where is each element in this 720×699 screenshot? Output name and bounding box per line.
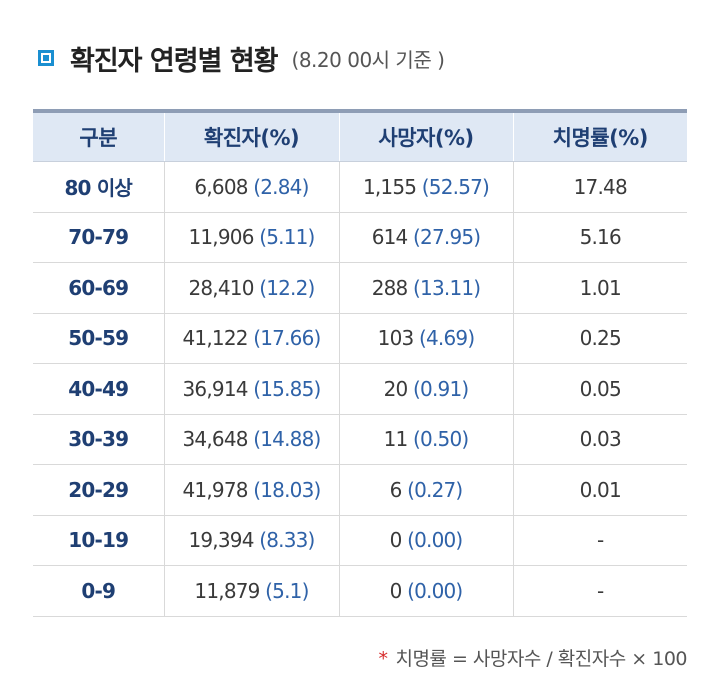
deaths-cell: 1,155 (52.57) [338, 161, 513, 213]
reference-time-note: (8.20 00시 기준 ) [291, 47, 445, 72]
cases-cell: 11,879 (5.1) [163, 565, 339, 617]
table-body: 80 이상 6,608 (2.84) 1,155 (52.57) 17.48 70-79… [33, 161, 687, 617]
deaths-cell: 0 (0.00) [338, 565, 513, 617]
cases-cell: 11,906 (5.11) [163, 212, 339, 263]
deaths-percent: (52.57) [421, 174, 490, 199]
cases-percent: (5.11) [259, 225, 315, 250]
deaths-percent: (4.69) [419, 326, 475, 351]
age-group-cell: 30-39 [33, 414, 164, 465]
table-row: 70-79 11,906 (5.11) 614 (27.95) 5.16 [33, 212, 687, 263]
cases-cell: 41,978 (18.03) [163, 464, 339, 516]
cases-percent: (18.03) [253, 477, 321, 502]
deaths-cell: 288 (13.11) [338, 262, 513, 314]
cases-count: 34,648 [182, 427, 248, 452]
fatality-rate-cell: 17.48 [512, 161, 687, 213]
cases-percent: (12.2) [259, 275, 315, 300]
fatality-rate-cell: 5.16 [512, 212, 687, 263]
age-group-cell: 60-69 [33, 262, 164, 314]
deaths-count: 11 [383, 427, 409, 452]
age-group-cell: 70-79 [33, 212, 164, 263]
table-row: 10-19 19,394 (8.33) 0 (0.00) - [33, 515, 687, 566]
deaths-cell: 6 (0.27) [338, 464, 513, 516]
cases-cell: 41,122 (17.66) [163, 313, 339, 364]
cases-count: 19,394 [188, 528, 254, 553]
age-stats-table: 구분 확진자(%) 사망자(%) 치명률(%) 80 이상 6,608 (2.84… [33, 109, 687, 617]
table-row: 0-9 11,879 (5.1) 0 (0.00) - [33, 565, 687, 617]
header-cases: 확진자(%) [163, 109, 339, 162]
age-group-cell: 80 이상 [33, 161, 164, 213]
table-row: 40-49 36,914 (15.85) 20 (0.91) 0.05 [33, 363, 687, 415]
cases-count: 36,914 [182, 376, 248, 401]
deaths-percent: (0.00) [407, 528, 463, 553]
deaths-cell: 20 (0.91) [338, 363, 513, 415]
cases-count: 11,879 [194, 578, 260, 603]
fatality-rate-cell: 1.01 [512, 262, 687, 314]
deaths-percent: (0.91) [413, 376, 469, 401]
table-row: 60-69 28,410 (12.2) 288 (13.11) 1.01 [33, 262, 687, 314]
deaths-percent: (27.95) [413, 225, 481, 250]
age-group-cell: 10-19 [33, 515, 164, 566]
deaths-percent: (0.50) [413, 427, 469, 452]
fatality-rate-cell: 0.03 [512, 414, 687, 465]
table-row: 50-59 41,122 (17.66) 103 (4.69) 0.25 [33, 313, 687, 364]
deaths-count: 614 [371, 225, 409, 250]
deaths-cell: 0 (0.00) [338, 515, 513, 566]
cases-percent: (17.66) [253, 326, 321, 351]
age-group-cell: 0-9 [33, 565, 164, 617]
fatality-rate-cell: 0.05 [512, 363, 687, 415]
cases-count: 6,608 [194, 174, 248, 199]
cases-cell: 34,648 (14.88) [163, 414, 339, 465]
table-row: 80 이상 6,608 (2.84) 1,155 (52.57) 17.48 [33, 161, 687, 213]
cases-percent: (2.84) [253, 174, 309, 199]
cases-cell: 19,394 (8.33) [163, 515, 339, 566]
table-row: 20-29 41,978 (18.03) 6 (0.27) 0.01 [33, 464, 687, 516]
deaths-percent: (0.00) [407, 578, 463, 603]
deaths-cell: 614 (27.95) [338, 212, 513, 263]
cases-count: 41,122 [182, 326, 248, 351]
footnote-star: * [378, 648, 388, 670]
deaths-percent: (0.27) [407, 477, 463, 502]
cases-cell: 36,914 (15.85) [163, 363, 339, 415]
fatality-rate-cell: 0.25 [512, 313, 687, 364]
deaths-count: 20 [383, 376, 409, 401]
deaths-count: 0 [389, 528, 403, 553]
deaths-percent: (13.11) [413, 275, 481, 300]
deaths-cell: 11 (0.50) [338, 414, 513, 465]
age-group-cell: 40-49 [33, 363, 164, 415]
footnote-text: 치명률 = 사망자수 / 확진자수 × 100 [395, 648, 687, 670]
cases-percent: (8.33) [259, 528, 315, 553]
cases-count: 28,410 [188, 275, 254, 300]
cases-count: 41,978 [182, 477, 248, 502]
page-title: 확진자 연령별 현황 [70, 45, 279, 77]
age-group-cell: 50-59 [33, 313, 164, 364]
deaths-count: 0 [389, 578, 403, 603]
table-header-row: 구분 확진자(%) 사망자(%) 치명률(%) [33, 109, 687, 162]
deaths-count: 1,155 [362, 174, 417, 199]
table-row: 30-39 34,648 (14.88) 11 (0.50) 0.03 [33, 414, 687, 465]
cases-count: 11,906 [188, 225, 254, 250]
deaths-count: 6 [389, 477, 403, 502]
page-title-row: 확진자 연령별 현황 (8.20 00시 기준 ) [38, 36, 445, 80]
cases-cell: 28,410 (12.2) [163, 262, 339, 314]
deaths-count: 103 [377, 326, 415, 351]
cases-percent: (5.1) [265, 578, 309, 603]
deaths-count: 288 [371, 275, 409, 300]
age-group-cell: 20-29 [33, 464, 164, 516]
footnote: * 치명률 = 사망자수 / 확진자수 × 100 [378, 644, 687, 671]
cases-percent: (14.88) [253, 427, 321, 452]
fatality-rate-cell: - [512, 515, 687, 566]
cases-percent: (15.85) [253, 376, 321, 401]
fatality-rate-cell: 0.01 [512, 464, 687, 516]
header-deaths: 사망자(%) [338, 109, 513, 162]
fatality-rate-cell: - [512, 565, 687, 617]
square-bullet-icon [38, 50, 54, 66]
deaths-cell: 103 (4.69) [338, 313, 513, 364]
cases-cell: 6,608 (2.84) [163, 161, 339, 213]
header-age-group: 구분 [33, 109, 164, 162]
header-fatality-rate: 치명률(%) [512, 109, 687, 162]
